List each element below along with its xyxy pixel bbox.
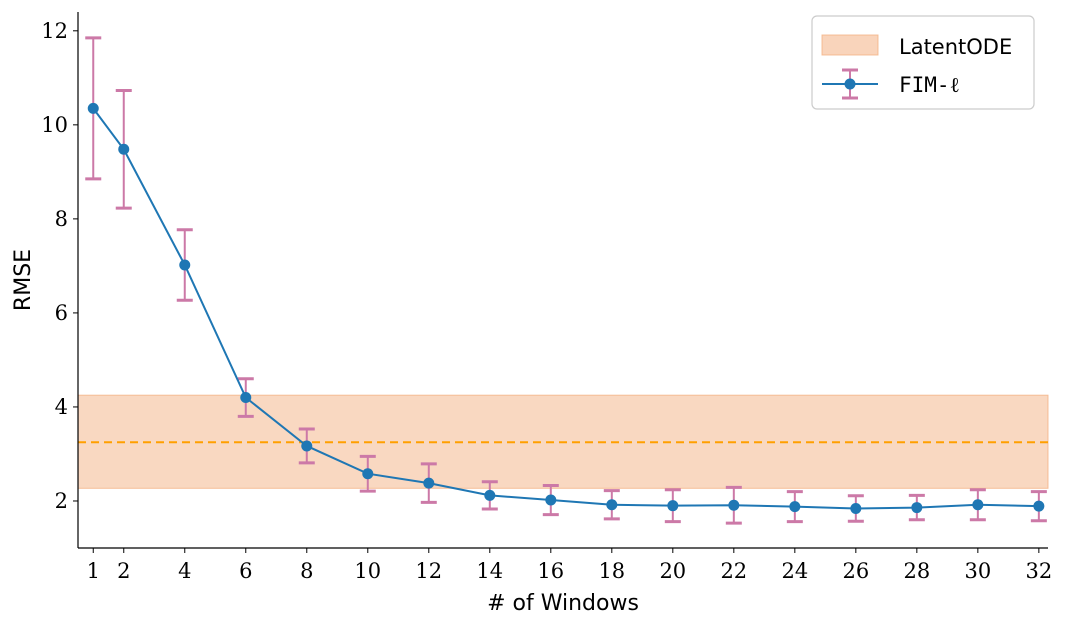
x-tick-label: 16 bbox=[537, 559, 564, 583]
data-point bbox=[87, 102, 99, 114]
y-tick-label: 8 bbox=[55, 207, 68, 231]
x-tick-label: 28 bbox=[903, 559, 930, 583]
y-tick-label: 4 bbox=[55, 395, 68, 419]
data-point bbox=[1033, 500, 1045, 512]
x-tick-label: 26 bbox=[842, 559, 869, 583]
legend-band-label: LatentODE bbox=[899, 35, 1012, 59]
y-axis-label: RMSE bbox=[11, 249, 36, 311]
y-tick-label: 2 bbox=[55, 489, 68, 513]
data-point bbox=[606, 499, 618, 511]
y-tick-label: 12 bbox=[41, 19, 68, 43]
data-point bbox=[362, 468, 374, 480]
x-tick-label: 6 bbox=[239, 559, 252, 583]
x-tick-label: 24 bbox=[781, 559, 808, 583]
error-bars bbox=[85, 36, 1047, 525]
legend-series-marker bbox=[844, 78, 856, 90]
x-tick-label: 2 bbox=[117, 559, 130, 583]
x-tick-label: 10 bbox=[354, 559, 381, 583]
x-tick-label: 18 bbox=[598, 559, 625, 583]
legend-series-label: FIM-ℓ bbox=[899, 73, 960, 97]
legend-band-swatch bbox=[821, 34, 879, 56]
y-tick-label: 10 bbox=[41, 113, 68, 137]
x-tick-label: 22 bbox=[720, 559, 747, 583]
x-tick-label: 30 bbox=[964, 559, 991, 583]
x-tick-label: 1 bbox=[87, 559, 100, 583]
data-point bbox=[240, 392, 252, 404]
data-point bbox=[667, 500, 679, 512]
legend: LatentODE FIM-ℓ bbox=[811, 15, 1035, 110]
data-point bbox=[850, 503, 862, 515]
x-tick-label: 14 bbox=[476, 559, 503, 583]
data-point bbox=[179, 259, 191, 271]
y-tick-label: 6 bbox=[55, 301, 68, 325]
data-point bbox=[118, 143, 130, 155]
data-point bbox=[545, 494, 557, 506]
data-point bbox=[911, 502, 923, 514]
data-point bbox=[301, 440, 313, 452]
x-tick-label: 32 bbox=[1025, 559, 1052, 583]
x-tick-label: 8 bbox=[300, 559, 313, 583]
data-point bbox=[484, 489, 496, 501]
x-axis-label: # of Windows bbox=[487, 591, 639, 616]
data-point bbox=[728, 499, 740, 511]
x-tick-label: 12 bbox=[415, 559, 442, 583]
latentode-band-layer bbox=[77, 394, 1049, 489]
data-point bbox=[423, 477, 435, 489]
fim-series-layer bbox=[87, 102, 1045, 515]
data-point bbox=[789, 501, 801, 513]
data-point bbox=[972, 499, 984, 511]
x-tick-label: 20 bbox=[659, 559, 686, 583]
x-tick-label: 4 bbox=[178, 559, 191, 583]
